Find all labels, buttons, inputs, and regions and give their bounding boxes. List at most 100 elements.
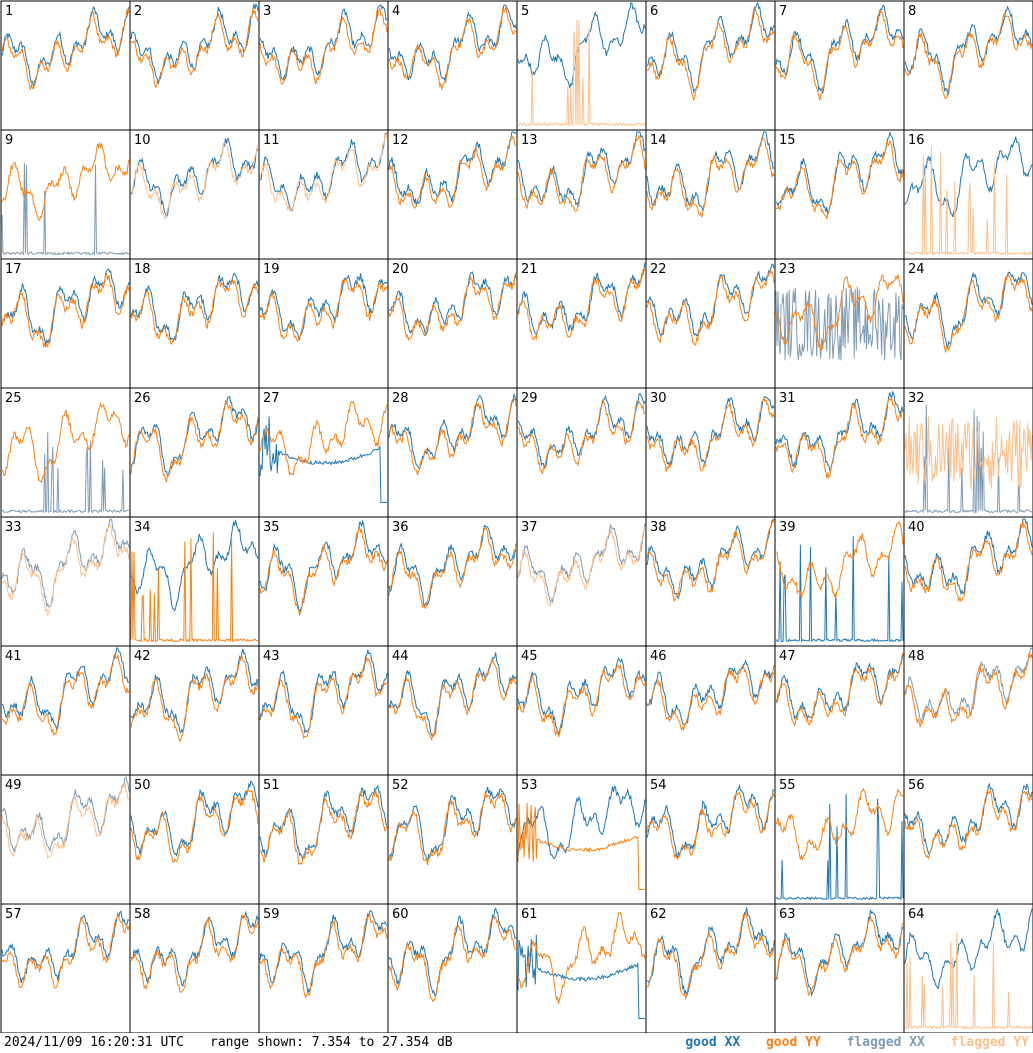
panel-43: 43 bbox=[258, 645, 389, 776]
panel-frame bbox=[129, 387, 260, 518]
series-yy-line bbox=[1, 401, 130, 484]
panel-label: 29 bbox=[521, 391, 538, 406]
panel-label: 51 bbox=[263, 778, 280, 793]
series-yy-line bbox=[646, 791, 775, 861]
panel-7: 7 bbox=[774, 0, 905, 131]
footer: 2024/11/09 16:20:31 UTC range shown: 7.3… bbox=[0, 1033, 1033, 1053]
panel-52: 52 bbox=[387, 774, 518, 905]
series-yy-line bbox=[259, 277, 388, 343]
panel-frame bbox=[129, 258, 260, 389]
panel-59: 59 bbox=[258, 903, 389, 1033]
series-xx-line bbox=[775, 909, 904, 997]
series-xx-line bbox=[775, 4, 904, 94]
panel-label: 20 bbox=[392, 262, 409, 277]
panel-label: 5 bbox=[521, 4, 529, 19]
panel-44: 44 bbox=[387, 645, 518, 776]
series-yy-line bbox=[517, 526, 646, 607]
panel-37: 37 bbox=[516, 516, 647, 647]
series-yy-line bbox=[388, 272, 517, 341]
panel-57: 57 bbox=[0, 903, 131, 1033]
series-xx-line bbox=[646, 907, 775, 998]
series-yy-line bbox=[1, 652, 130, 737]
panel-label: 28 bbox=[392, 391, 409, 406]
series-yy-line bbox=[775, 140, 904, 220]
series-yy-line bbox=[904, 415, 1033, 490]
series-xx-line bbox=[388, 907, 517, 998]
panel-label: 14 bbox=[650, 133, 667, 148]
series-yy-line bbox=[775, 915, 904, 997]
series-xx-line bbox=[1, 162, 130, 257]
series-xx-line bbox=[259, 416, 387, 503]
panel-frame bbox=[903, 258, 1033, 389]
legend-flagged-yy: flagged YY bbox=[950, 1035, 1029, 1050]
panel-label: 23 bbox=[779, 262, 796, 277]
panel-label: 40 bbox=[908, 520, 925, 535]
panel-frame bbox=[516, 258, 647, 389]
panel-label: 4 bbox=[392, 4, 400, 19]
panel-frame bbox=[0, 0, 131, 131]
series-yy-line bbox=[388, 398, 517, 476]
series-xx-line bbox=[259, 4, 388, 82]
panel-label: 27 bbox=[263, 391, 280, 406]
panel-20: 20 bbox=[387, 258, 518, 389]
panel-32: 32 bbox=[903, 387, 1033, 518]
panel-33: 33 bbox=[0, 516, 131, 647]
series-xx-line bbox=[130, 138, 259, 218]
timestamp: 2024/11/09 16:20:31 UTC bbox=[4, 1035, 185, 1050]
panel-label: 56 bbox=[908, 778, 925, 793]
series-xx-line bbox=[904, 782, 1033, 857]
series-yy-line bbox=[517, 664, 646, 738]
panel-6: 6 bbox=[645, 0, 776, 131]
series-xx-line bbox=[646, 1, 775, 94]
panel-60: 60 bbox=[387, 903, 518, 1033]
panel-8: 8 bbox=[903, 0, 1033, 131]
panel-54: 54 bbox=[645, 774, 776, 905]
panel-label: 16 bbox=[908, 133, 925, 148]
panel-frame bbox=[387, 387, 518, 518]
panel-42: 42 bbox=[129, 645, 260, 776]
panel-label: 34 bbox=[134, 520, 151, 535]
panel-47: 47 bbox=[774, 645, 905, 776]
panel-23: 23 bbox=[774, 258, 905, 389]
panel-label: 42 bbox=[134, 649, 151, 664]
panel-label: 21 bbox=[521, 262, 538, 277]
series-yy-line bbox=[904, 11, 1033, 99]
panel-51: 51 bbox=[258, 774, 389, 905]
panel-53: 53 bbox=[516, 774, 647, 905]
series-yy-line bbox=[259, 912, 388, 999]
panel-21: 21 bbox=[516, 258, 647, 389]
panel-34: 34 bbox=[129, 516, 260, 647]
series-xx-line bbox=[775, 536, 904, 643]
panel-36: 36 bbox=[387, 516, 518, 647]
panel-label: 43 bbox=[263, 649, 280, 664]
series-xx-line bbox=[388, 392, 517, 470]
series-yy-line bbox=[775, 9, 904, 101]
series-yy-line bbox=[775, 787, 904, 861]
panel-63: 63 bbox=[774, 903, 905, 1033]
panel-label: 11 bbox=[263, 133, 280, 148]
series-yy-line bbox=[130, 8, 259, 88]
panel-frame bbox=[903, 645, 1033, 776]
panel-label: 41 bbox=[5, 649, 22, 664]
panel-frame bbox=[0, 258, 131, 389]
panel-label: 58 bbox=[134, 907, 151, 922]
panel-1: 1 bbox=[0, 0, 131, 131]
panel-label: 44 bbox=[392, 649, 409, 664]
panel-label: 62 bbox=[650, 907, 667, 922]
series-xx-line bbox=[904, 136, 1033, 218]
panel-frame bbox=[0, 516, 131, 647]
panel-frame bbox=[516, 129, 647, 260]
panel-frame bbox=[387, 903, 518, 1033]
series-yy-line bbox=[130, 653, 259, 743]
series-yy-line bbox=[904, 653, 1033, 728]
panel-61: 61 bbox=[516, 903, 647, 1033]
panel-frame bbox=[774, 645, 905, 776]
series-xx-line bbox=[1, 432, 129, 515]
panel-label: 12 bbox=[392, 133, 409, 148]
panel-label: 13 bbox=[521, 133, 538, 148]
panel-55: 55 bbox=[774, 774, 905, 905]
series-yy-line bbox=[646, 664, 775, 732]
legend: good XX good YY flagged XX flagged YY bbox=[667, 1035, 1029, 1050]
panel-label: 15 bbox=[779, 133, 796, 148]
panel-frame bbox=[129, 645, 260, 776]
